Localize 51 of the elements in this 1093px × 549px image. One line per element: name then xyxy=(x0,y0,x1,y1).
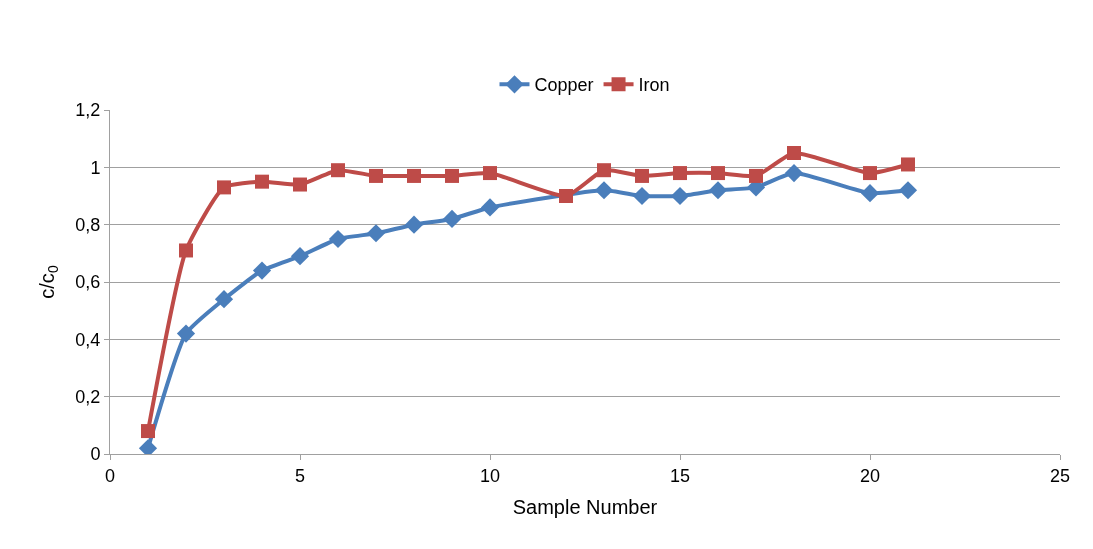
point xyxy=(898,181,918,200)
point xyxy=(293,177,307,192)
point xyxy=(483,166,497,181)
y-tick-label: 0,6 xyxy=(75,272,101,293)
point xyxy=(255,174,269,189)
legend-label: Copper xyxy=(534,75,594,96)
x-tick-label: 15 xyxy=(669,465,691,486)
x-tick-label: 10 xyxy=(479,465,501,486)
point xyxy=(290,247,310,266)
point xyxy=(328,229,348,249)
point xyxy=(176,324,196,343)
y-tick-label: 0 xyxy=(90,444,101,465)
point xyxy=(635,168,649,183)
point xyxy=(670,186,690,206)
point xyxy=(860,184,880,203)
point xyxy=(863,166,877,181)
point xyxy=(594,181,614,200)
x-axis-title: Sample Number xyxy=(512,496,658,519)
point xyxy=(632,186,652,206)
legend-label: Iron xyxy=(638,75,670,96)
point xyxy=(442,209,462,229)
point xyxy=(901,157,915,172)
point xyxy=(711,166,725,181)
point xyxy=(369,168,383,183)
point xyxy=(708,181,728,200)
x-tick-label: 0 xyxy=(104,465,116,486)
point xyxy=(141,424,155,439)
y-tick-label: 0,4 xyxy=(75,329,101,350)
point xyxy=(559,189,573,203)
point xyxy=(366,224,386,243)
point xyxy=(179,243,193,258)
y-tick-label: 0,2 xyxy=(75,386,101,407)
y-tick-label: 1 xyxy=(90,157,101,178)
point xyxy=(673,166,687,181)
point xyxy=(749,168,763,183)
point xyxy=(480,198,500,217)
x-tick-label: 25 xyxy=(1049,465,1071,486)
point xyxy=(787,146,801,160)
x-tick-label: 20 xyxy=(859,465,881,486)
point xyxy=(445,168,459,183)
x-tick-label: 5 xyxy=(294,465,306,486)
point xyxy=(252,261,272,280)
point xyxy=(404,215,424,234)
y-tick-label: 0,8 xyxy=(75,214,101,235)
point xyxy=(784,163,804,183)
point xyxy=(214,290,234,309)
point xyxy=(407,168,421,183)
point xyxy=(597,163,611,178)
y-tick-label: 1,2 xyxy=(75,100,101,121)
point xyxy=(331,163,345,178)
point xyxy=(217,180,231,195)
